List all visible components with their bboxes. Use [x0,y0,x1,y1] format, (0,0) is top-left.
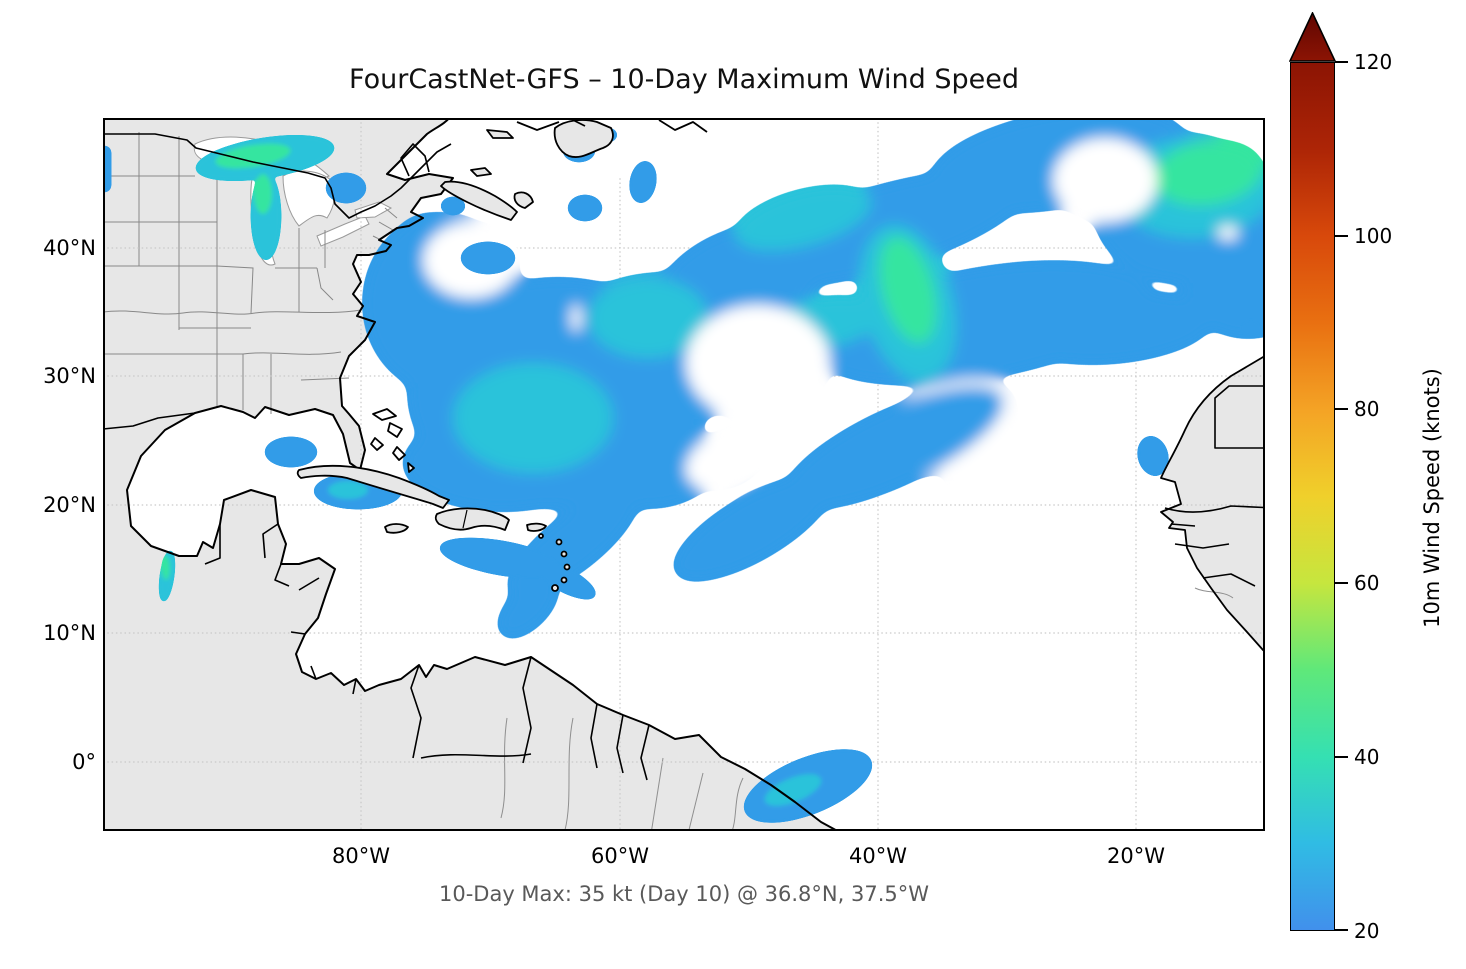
colorbar-axis-label: 10m Wind Speed (knots) [1420,368,1444,628]
colorbar-tick-120 [1335,61,1348,63]
colorbar-ticklabel-20: 20 [1354,919,1380,943]
colorbar-tick-80 [1335,408,1348,410]
colorbar-ticklabel-100: 100 [1354,224,1393,248]
plot-border [103,118,1265,831]
map-canvas [92,104,1313,835]
lat-tick-10n: 10°N [43,621,96,645]
colorbar-extend-arrow [1289,12,1336,62]
chart-title: FourCastNet-GFS – 10-Day Maximum Wind Sp… [349,64,1019,95]
colorbar-tick-20 [1335,929,1348,931]
max-wind-caption: 10-Day Max: 35 kt (Day 10) @ 36.8°N, 37.… [438,882,929,906]
lon-tick-60w: 60°W [591,844,649,868]
colorbar-ticklabel-60: 60 [1354,571,1380,595]
islands-layer [296,119,708,592]
country-borders [92,133,1276,781]
colorbar-ticklabel-120: 120 [1354,50,1393,74]
colorbar [1290,62,1335,931]
map-plot-area [92,104,1313,835]
gridlines [103,118,1265,831]
colorbar-ticklabel-40: 40 [1354,745,1380,769]
lon-tick-20w: 20°W [1107,844,1165,868]
colorbar-tick-60 [1335,582,1348,584]
river-admin-lines [500,587,1234,835]
colorbar-ticklabel-80: 80 [1354,397,1380,421]
lat-tick-0: 0° [72,750,96,774]
colorbar-tick-40 [1335,756,1348,758]
lon-tick-40w: 40°W [849,844,907,868]
lat-tick-40n: 40°N [43,236,96,260]
colorbar-tick-100 [1335,235,1348,237]
lat-tick-20n: 20°N [43,493,96,517]
wind-field-layer [363,104,1313,639]
lon-tick-80w: 80°W [332,844,390,868]
lat-tick-30n: 30°N [43,364,96,388]
